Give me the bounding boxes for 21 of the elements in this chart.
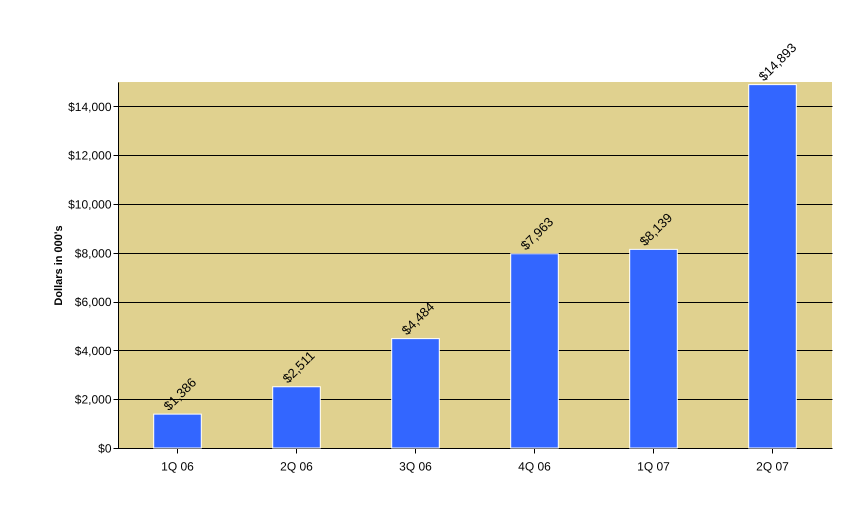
bar — [391, 338, 440, 448]
bar — [629, 248, 678, 448]
y-tick-label: $14,000 — [68, 100, 112, 114]
y-tick-label: $4,000 — [74, 344, 112, 358]
x-tick-label: 4Q 06 — [518, 460, 552, 474]
y-tick-label: $10,000 — [68, 198, 112, 212]
y-tick-label: $8,000 — [74, 246, 112, 260]
x-tick-label: 1Q 07 — [637, 460, 670, 474]
y-tick-label: $12,000 — [68, 148, 112, 163]
x-tick-label: 3Q 06 — [399, 460, 432, 474]
y-axis-title: Dollars in 000's — [53, 225, 66, 306]
x-tick-label: 1Q 06 — [161, 460, 194, 474]
bar — [510, 253, 559, 448]
y-tick-label: $0 — [98, 442, 112, 456]
x-tick-label: 2Q 07 — [756, 460, 790, 474]
y-tick-label: $6,000 — [74, 295, 112, 310]
bar — [272, 386, 321, 448]
bar — [748, 84, 797, 448]
y-tick-label: $2,000 — [74, 392, 112, 407]
x-tick-label: 2Q 06 — [280, 460, 314, 474]
bar — [153, 414, 202, 448]
